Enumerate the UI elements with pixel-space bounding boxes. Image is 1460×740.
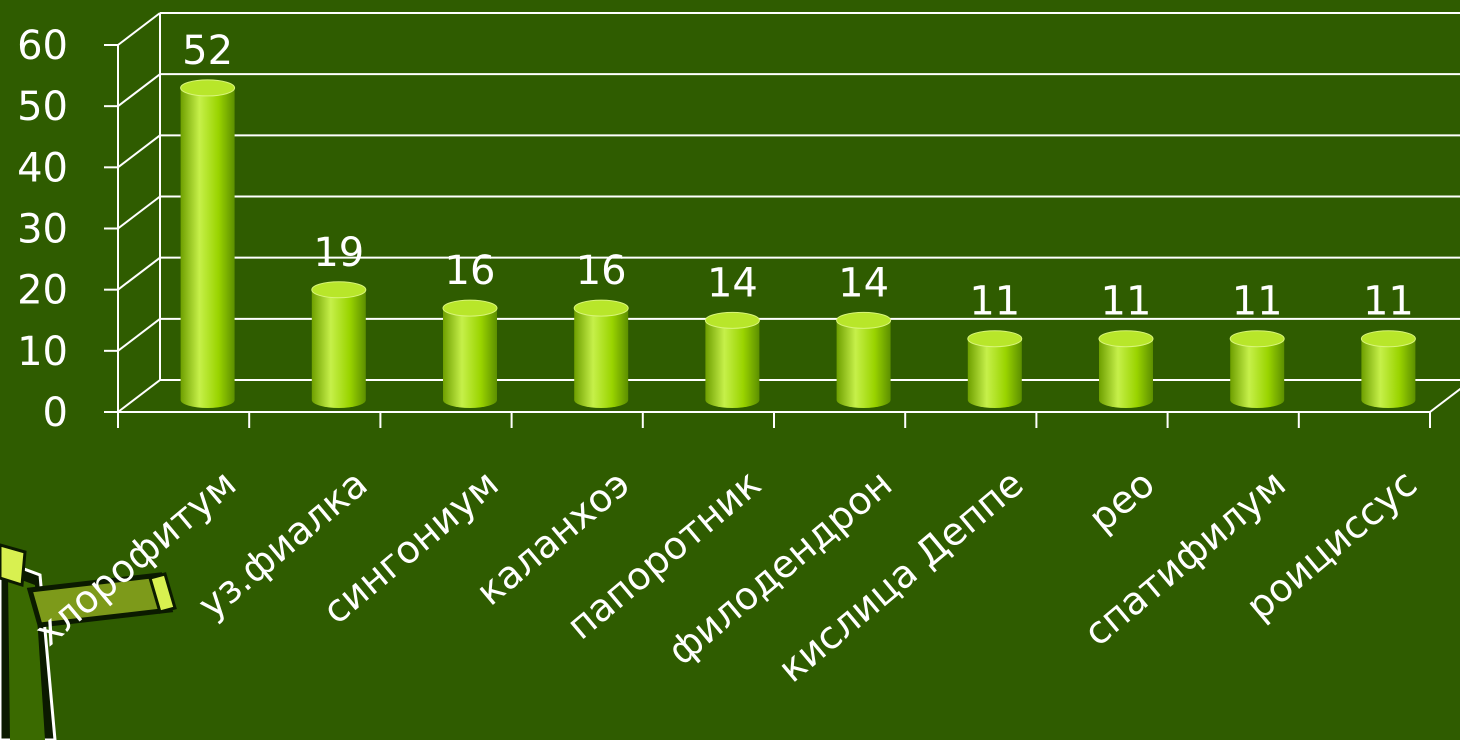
y-tick-label: 40 (17, 145, 68, 191)
bar-body (836, 320, 891, 408)
bar (180, 79, 236, 408)
y-tick-label: 50 (17, 84, 68, 130)
x-tick-label: хлорофитум (26, 461, 244, 654)
gridline-side (117, 73, 161, 107)
gridline-side (117, 318, 161, 352)
bar-body (1361, 338, 1416, 408)
data-label: 14 (707, 260, 758, 306)
data-label: 11 (1363, 279, 1414, 325)
y-tick-label: 10 (17, 329, 68, 375)
bar-top (1229, 330, 1285, 348)
bar-top (967, 330, 1023, 348)
bar-body (705, 320, 760, 408)
bar-top (836, 311, 892, 329)
bar-body (967, 338, 1022, 408)
bar-top (180, 79, 236, 97)
bar (836, 311, 892, 408)
data-label: 11 (1101, 279, 1152, 325)
bars-layer (180, 79, 1416, 408)
y-tick-label: 60 (17, 23, 68, 69)
x-tick-label: рео (1080, 461, 1162, 540)
bar-top (573, 299, 629, 317)
gridline-side (117, 195, 161, 230)
x-tick-label: филодендрон (659, 461, 900, 673)
bar-top (442, 299, 498, 317)
bar-body (443, 308, 497, 408)
y-tick-label: 20 (17, 268, 68, 314)
bar (1229, 330, 1285, 408)
data-label: 11 (1232, 279, 1283, 325)
bar-body (311, 289, 366, 408)
data-label: 52 (182, 28, 233, 74)
bar (967, 330, 1023, 408)
bar-body (1099, 338, 1153, 408)
plant-pot-icon (0, 543, 177, 740)
gridline-side (117, 379, 161, 413)
gridline-side (117, 256, 161, 291)
bar (442, 299, 498, 408)
bar (704, 311, 760, 408)
bar-top (704, 311, 760, 329)
bar (1098, 330, 1154, 408)
bar-body (574, 308, 629, 408)
bar-top (311, 281, 367, 299)
data-label: 16 (445, 248, 496, 294)
data-label: 14 (838, 260, 889, 306)
bar-top (1098, 330, 1154, 348)
bar (573, 299, 629, 408)
gridline-side (117, 134, 161, 169)
bar-body (180, 87, 235, 408)
bar (311, 281, 367, 408)
data-label: 16 (576, 248, 627, 294)
bar-body (1230, 338, 1285, 408)
bar (1360, 330, 1416, 408)
axis-layer (104, 13, 1460, 428)
floor-right-edge (1429, 387, 1460, 413)
bar-top (1360, 330, 1416, 348)
y-tick-label: 30 (17, 207, 68, 253)
y-tick-label: 0 (43, 390, 68, 436)
data-label: 19 (313, 230, 364, 276)
x-tick-label: кислица Деппе (770, 461, 1032, 691)
data-label: 11 (969, 279, 1020, 325)
gridline-side (117, 12, 161, 46)
